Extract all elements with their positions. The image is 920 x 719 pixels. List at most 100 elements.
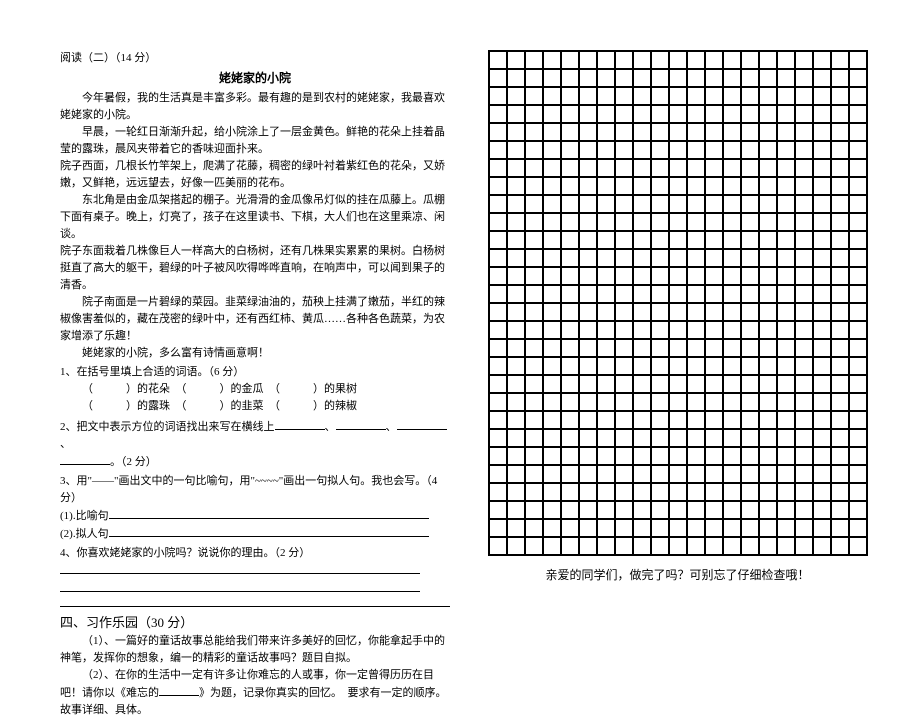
grid-cell[interactable]	[615, 537, 633, 555]
grid-cell[interactable]	[597, 249, 615, 267]
grid-cell[interactable]	[723, 429, 741, 447]
grid-cell[interactable]	[525, 519, 543, 537]
grid-cell[interactable]	[705, 159, 723, 177]
grid-cell[interactable]	[597, 321, 615, 339]
grid-cell[interactable]	[579, 465, 597, 483]
grid-cell[interactable]	[633, 519, 651, 537]
grid-cell[interactable]	[579, 69, 597, 87]
grid-cell[interactable]	[741, 159, 759, 177]
grid-cell[interactable]	[795, 231, 813, 249]
grid-cell[interactable]	[849, 213, 867, 231]
grid-cell[interactable]	[651, 195, 669, 213]
grid-cell[interactable]	[687, 249, 705, 267]
grid-cell[interactable]	[615, 519, 633, 537]
grid-cell[interactable]	[759, 303, 777, 321]
grid-cell[interactable]	[561, 141, 579, 159]
grid-cell[interactable]	[633, 465, 651, 483]
grid-cell[interactable]	[741, 195, 759, 213]
grid-cell[interactable]	[525, 303, 543, 321]
grid-cell[interactable]	[489, 51, 507, 69]
grid-cell[interactable]	[579, 123, 597, 141]
grid-cell[interactable]	[795, 411, 813, 429]
grid-cell[interactable]	[507, 483, 525, 501]
grid-cell[interactable]	[831, 375, 849, 393]
grid-cell[interactable]	[777, 249, 795, 267]
grid-cell[interactable]	[651, 159, 669, 177]
blank[interactable]	[60, 453, 110, 465]
grid-cell[interactable]	[543, 267, 561, 285]
grid-cell[interactable]	[525, 483, 543, 501]
grid-cell[interactable]	[723, 537, 741, 555]
grid-cell[interactable]	[777, 141, 795, 159]
grid-cell[interactable]	[651, 231, 669, 249]
grid-cell[interactable]	[849, 177, 867, 195]
grid-cell[interactable]	[777, 177, 795, 195]
grid-cell[interactable]	[543, 429, 561, 447]
grid-cell[interactable]	[633, 213, 651, 231]
grid-cell[interactable]	[651, 51, 669, 69]
grid-cell[interactable]	[561, 465, 579, 483]
grid-cell[interactable]	[633, 69, 651, 87]
grid-cell[interactable]	[687, 105, 705, 123]
grid-cell[interactable]	[795, 393, 813, 411]
grid-cell[interactable]	[705, 87, 723, 105]
grid-cell[interactable]	[741, 483, 759, 501]
grid-cell[interactable]	[651, 87, 669, 105]
grid-cell[interactable]	[489, 375, 507, 393]
grid-cell[interactable]	[525, 159, 543, 177]
grid-cell[interactable]	[615, 105, 633, 123]
grid-cell[interactable]	[669, 249, 687, 267]
grid-cell[interactable]	[669, 393, 687, 411]
grid-cell[interactable]	[651, 537, 669, 555]
grid-cell[interactable]	[489, 447, 507, 465]
grid-cell[interactable]	[561, 447, 579, 465]
grid-cell[interactable]	[561, 519, 579, 537]
grid-cell[interactable]	[813, 537, 831, 555]
grid-cell[interactable]	[651, 429, 669, 447]
grid-cell[interactable]	[615, 213, 633, 231]
grid-cell[interactable]	[705, 105, 723, 123]
grid-cell[interactable]	[579, 483, 597, 501]
grid-cell[interactable]	[849, 357, 867, 375]
grid-cell[interactable]	[489, 339, 507, 357]
grid-cell[interactable]	[615, 195, 633, 213]
grid-cell[interactable]	[525, 123, 543, 141]
grid-cell[interactable]	[579, 213, 597, 231]
grid-cell[interactable]	[795, 213, 813, 231]
grid-cell[interactable]	[849, 537, 867, 555]
grid-cell[interactable]	[489, 195, 507, 213]
grid-cell[interactable]	[543, 411, 561, 429]
grid-cell[interactable]	[579, 267, 597, 285]
grid-cell[interactable]	[597, 501, 615, 519]
grid-cell[interactable]	[687, 447, 705, 465]
grid-cell[interactable]	[669, 231, 687, 249]
grid-cell[interactable]	[687, 411, 705, 429]
grid-cell[interactable]	[831, 393, 849, 411]
grid-cell[interactable]	[489, 519, 507, 537]
grid-cell[interactable]	[597, 231, 615, 249]
grid-cell[interactable]	[723, 177, 741, 195]
grid-cell[interactable]	[525, 375, 543, 393]
grid-cell[interactable]	[597, 447, 615, 465]
grid-cell[interactable]	[795, 519, 813, 537]
grid-cell[interactable]	[849, 339, 867, 357]
grid-cell[interactable]	[741, 213, 759, 231]
grid-cell[interactable]	[507, 285, 525, 303]
grid-cell[interactable]	[831, 537, 849, 555]
grid-cell[interactable]	[507, 393, 525, 411]
grid-cell[interactable]	[687, 501, 705, 519]
grid-cell[interactable]	[777, 159, 795, 177]
grid-cell[interactable]	[561, 537, 579, 555]
grid-cell[interactable]	[579, 141, 597, 159]
grid-cell[interactable]	[759, 123, 777, 141]
grid-cell[interactable]	[831, 483, 849, 501]
grid-cell[interactable]	[597, 123, 615, 141]
grid-cell[interactable]	[849, 411, 867, 429]
grid-cell[interactable]	[489, 483, 507, 501]
grid-cell[interactable]	[723, 105, 741, 123]
grid-cell[interactable]	[687, 285, 705, 303]
grid-cell[interactable]	[543, 249, 561, 267]
grid-cell[interactable]	[669, 285, 687, 303]
grid-cell[interactable]	[507, 321, 525, 339]
grid-cell[interactable]	[723, 447, 741, 465]
